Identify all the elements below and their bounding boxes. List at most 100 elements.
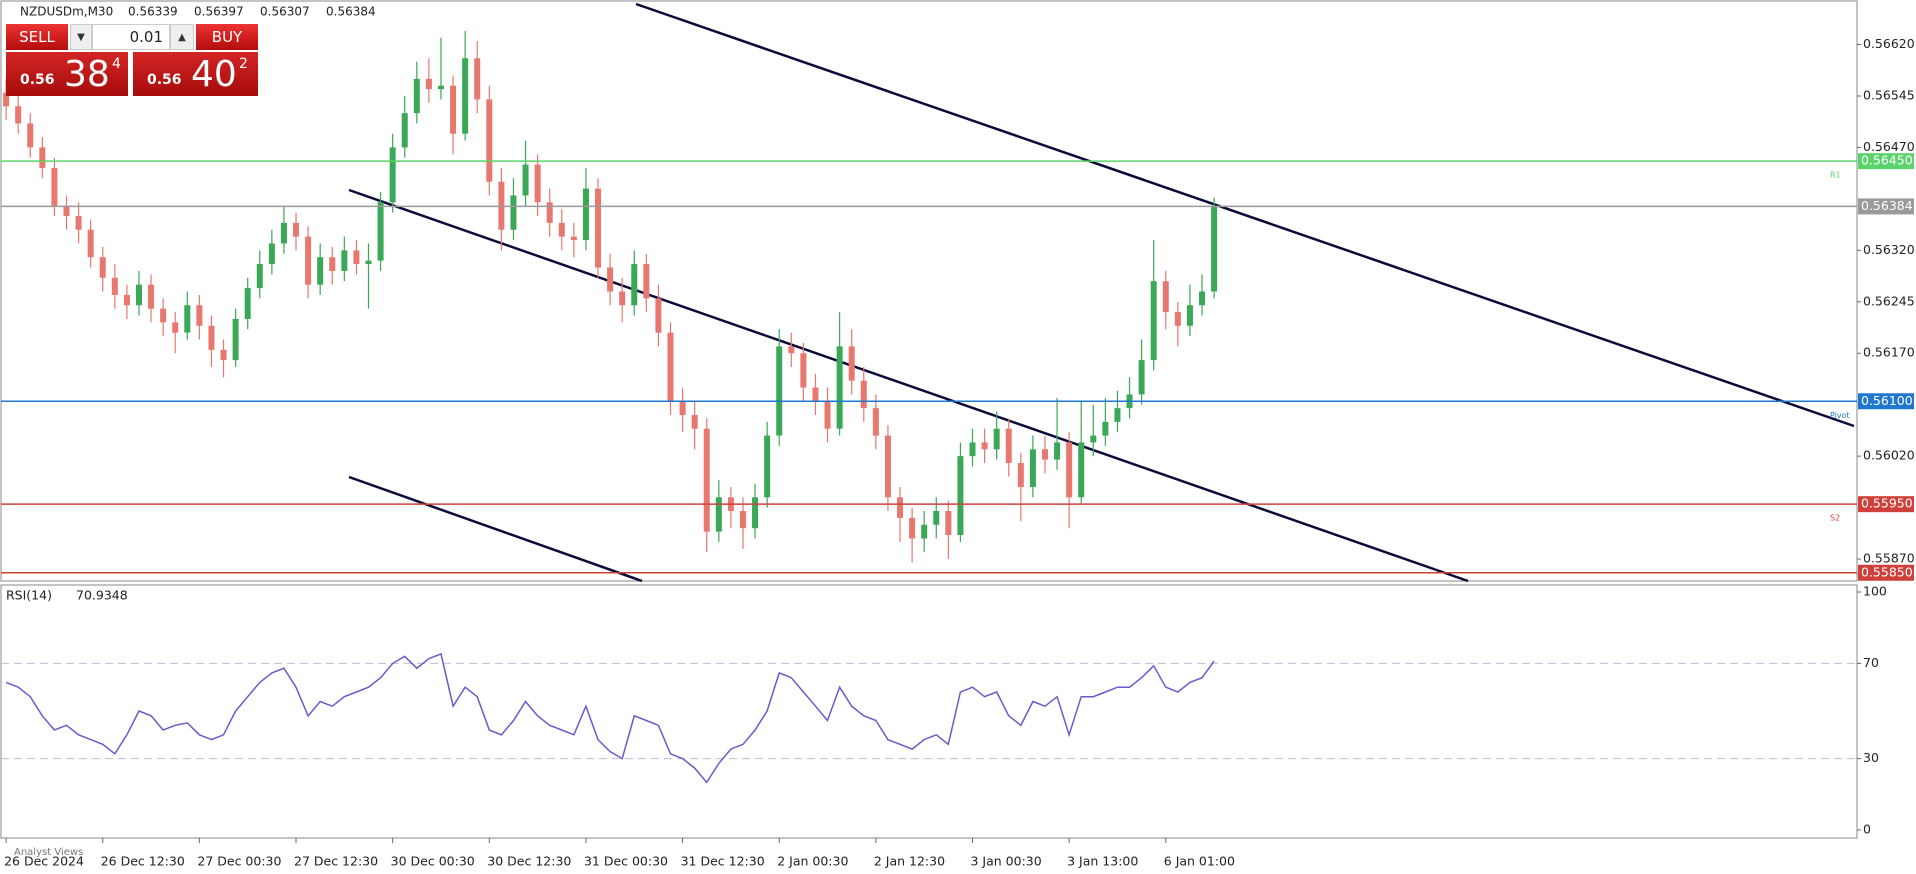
level-label-box [1858,153,1914,170]
level-label-box [1858,496,1914,513]
candle-body [474,58,481,100]
candle-body [220,349,227,361]
y-tick-label: 0.56320 [1863,242,1915,257]
candle-body [365,260,372,265]
candle-body [184,305,191,333]
lot-down[interactable]: ▼ [70,24,92,50]
buy-price[interactable]: 0.56 40 2 [133,52,258,96]
y-tick-label: 0.56170 [1863,345,1915,360]
candle-body [945,511,952,536]
ohlc-value: 0.56384 [326,5,376,19]
candle-body [691,414,698,429]
rsi-y-tick-label: 30 [1863,750,1879,765]
candle-body [800,353,807,388]
rsi-y-tick-label: 100 [1863,584,1887,599]
candle-body [1054,442,1061,460]
candle-body [329,257,336,271]
x-tick-label: 30 Dec 00:30 [391,854,475,869]
candle-body [3,92,10,107]
candle-body [305,236,312,285]
candle-body [1138,360,1145,395]
lot-value: 0.01 [129,28,163,46]
buy-button[interactable]: BUY [196,24,258,50]
x-tick-label: 27 Dec 00:30 [197,854,281,869]
candle-body [1029,449,1036,488]
candle-body [848,346,855,381]
y-tick-label: 0.56620 [1863,36,1915,51]
x-tick-label: 26 Dec 2024 [4,854,84,869]
x-tick-label: 2 Jan 12:30 [874,854,945,869]
candle-body [993,428,1000,450]
candle-body [957,456,964,536]
candle-body [123,294,130,306]
candle-body [510,195,517,230]
lot-field[interactable]: 0.01 [92,24,170,50]
candle-body [655,298,662,333]
candle-body [63,205,70,217]
ohlc-value: 0.56339 [128,5,178,19]
level-name: S2 [1830,514,1840,523]
candle-body [595,188,602,268]
level-label-box [1858,393,1914,410]
candle-body [546,202,553,223]
candle-body [268,243,275,265]
trend-line [348,475,643,583]
x-tick-label: 6 Jan 01:00 [1164,854,1235,869]
candle-body [401,113,408,148]
candle-body [667,332,674,402]
sell-price[interactable]: 0.56 38 4 [6,52,128,96]
candle-body [232,318,239,361]
candle-body [619,291,626,306]
candle-body [884,435,891,498]
symbol: NZDUSDm,M30 [20,5,113,19]
x-tick-label: 31 Dec 12:30 [681,854,765,869]
candle-body [1066,442,1073,498]
candle-body [87,229,94,258]
candle-body [1005,428,1012,464]
candle-body [1017,463,1024,488]
candle-body [1078,442,1085,498]
ohlc-value: 0.56307 [260,5,310,19]
x-tick-label: 27 Dec 12:30 [294,854,378,869]
rsi-y-tick-label: 70 [1863,655,1879,670]
big-figure: 0.56 [20,72,55,88]
lot-up[interactable]: ▲ [170,24,194,50]
candle-body [1162,281,1169,313]
rsi-name: RSI(14) [6,588,52,603]
level-label-box [1858,198,1914,215]
analyst-tab[interactable]: Analyst Views [14,847,83,858]
candle-body [135,284,142,306]
candle-body [15,106,22,124]
candle-body [244,288,251,319]
sell-button[interactable]: SELL [6,24,68,50]
x-tick-label: 30 Dec 12:30 [487,854,571,869]
candle-body [27,123,34,148]
candle-body [1041,449,1048,460]
candle-body [776,346,783,436]
candle-body [921,524,928,539]
pips: 38 [64,54,110,95]
candle-body [534,164,541,203]
x-tick-label: 3 Jan 00:30 [971,854,1042,869]
fraction: 2 [239,56,248,72]
rsi-value: 70.9348 [76,588,128,603]
candle-body [631,264,638,306]
level-name: Pivot [1830,411,1850,420]
ohlc-value: 0.56397 [194,5,244,19]
candle-body [1186,305,1193,326]
trend-line [635,2,1855,428]
candle-body [679,401,686,415]
rsi-panel-frame [0,584,1858,839]
y-tick-label: 0.56020 [1863,448,1915,463]
level-name: R1 [1830,171,1841,180]
candle-body [462,58,469,134]
fraction: 4 [112,56,121,72]
y-tick-label: 0.56470 [1863,139,1915,154]
big-figure: 0.56 [147,72,182,88]
candle-body [172,322,179,333]
candle-body [450,85,457,134]
level-label: 0.56384 [1861,198,1913,213]
candle-body [486,99,493,182]
candle-body [99,257,106,278]
